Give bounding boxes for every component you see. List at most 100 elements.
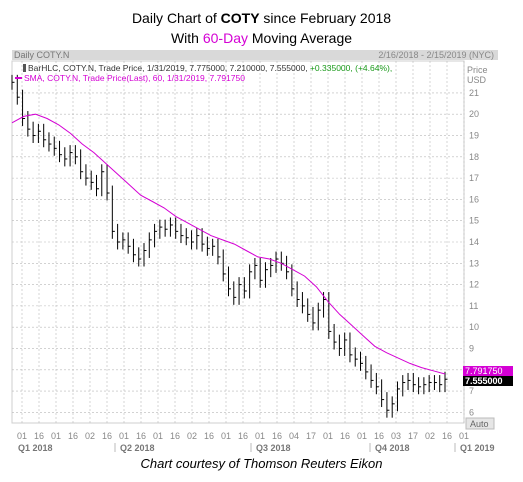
price-bar <box>349 332 353 363</box>
y-tick-label: 11 <box>469 301 478 311</box>
price-bar <box>37 123 41 143</box>
price-bar <box>22 89 26 126</box>
price-bar <box>117 223 121 250</box>
sma-legend-text: SMA, COTY.N, Trade Price(Last), 60, 1/31… <box>24 73 245 83</box>
price-bar <box>396 381 400 412</box>
price-bar <box>59 140 63 163</box>
x-tick-label: 01 <box>357 431 367 441</box>
x-tick-label: 16 <box>204 431 214 441</box>
price-bar <box>212 238 216 256</box>
x-tick-label: 16 <box>102 431 112 441</box>
price-bar <box>365 355 369 380</box>
y-tick-label: 20 <box>469 109 479 119</box>
price-bar <box>360 351 364 371</box>
price-bar <box>185 228 189 246</box>
price-bar <box>301 292 305 314</box>
currency-label: USD <box>467 75 487 85</box>
chart-title-line-2: With 60-Day Moving Average <box>170 30 353 46</box>
price-bar <box>407 372 411 390</box>
price-bar <box>69 145 73 167</box>
quarter-label: Q4 2018 <box>375 443 410 453</box>
price-bar <box>264 262 268 288</box>
price-bar <box>180 223 184 244</box>
price-bar <box>191 230 195 250</box>
x-tick-label: 03 <box>391 431 401 441</box>
price-bar <box>16 74 20 105</box>
price-bar <box>95 174 99 197</box>
price-bar <box>85 164 89 186</box>
price-bar <box>307 298 311 322</box>
chart-header-bar <box>12 50 498 60</box>
price-bar <box>433 375 437 390</box>
y-tick-label: 7 <box>469 386 474 396</box>
price-bar <box>169 217 173 237</box>
x-tick-label: 01 <box>119 431 129 441</box>
price-bar <box>423 377 427 395</box>
price-bar <box>132 238 136 263</box>
price-bar <box>127 232 131 254</box>
x-tick-label: 16 <box>272 431 282 441</box>
price-bar <box>143 243 147 267</box>
price-bar <box>391 396 395 418</box>
price-bar <box>32 121 36 143</box>
price-bar <box>344 332 348 356</box>
instrument-label: Daily COTY.N <box>14 50 69 60</box>
auto-scale-button[interactable]: Auto <box>465 417 495 430</box>
y-tick-label: 9 <box>469 343 474 353</box>
price-bar <box>259 257 263 288</box>
x-tick-label: 01 <box>323 431 333 441</box>
price-bar <box>249 264 253 299</box>
y-tick-label: 18 <box>469 152 479 162</box>
price-bar <box>418 377 422 395</box>
chart-title-line-1: Daily Chart of COTY since February 2018 <box>131 10 392 26</box>
price-bar <box>228 266 231 297</box>
x-tick-label: 16 <box>442 431 452 441</box>
x-axis-ticks: 01 16 01 16 02 16 01 16 01 16 02 16 01 16 01 16 04 17 01 16… <box>17 431 495 453</box>
price-bar <box>412 372 416 393</box>
price-bar <box>381 379 385 408</box>
price-bar <box>444 371 448 393</box>
price-bar <box>74 145 78 165</box>
x-tick-label: 01 <box>17 431 27 441</box>
price-bars <box>11 74 448 418</box>
x-tick-label: 17 <box>408 431 418 441</box>
sma-60-line <box>11 113 446 375</box>
y-tick-label: 6 <box>469 407 474 417</box>
price-bar <box>138 247 142 267</box>
x-tick-label: 16 <box>68 431 78 441</box>
price-bar <box>222 249 226 282</box>
price-bar <box>254 257 258 280</box>
price-bar <box>317 302 321 331</box>
x-tick-label: 16 <box>374 431 384 441</box>
x-tick-label: 16 <box>340 431 350 441</box>
price-bar <box>206 236 210 256</box>
price-bar <box>338 334 342 356</box>
x-tick-label: 02 <box>425 431 435 441</box>
price-bar <box>64 147 68 167</box>
price-bar <box>270 257 274 278</box>
price-bar <box>53 136 57 156</box>
price-bar <box>201 228 205 252</box>
svg-text:7.555000: 7.555000 <box>465 376 503 386</box>
price-bar <box>354 347 358 367</box>
price-axis-label: Price <box>467 65 488 75</box>
y-tick-label: 13 <box>469 258 479 268</box>
price-bar <box>328 292 332 339</box>
last-price-badge: 7.555000 <box>463 376 513 386</box>
price-bar <box>428 375 432 393</box>
quarter-label: Q2 2018 <box>120 443 155 453</box>
bar-legend-text: BarHLC, COTY.N, Trade Price, 1/31/2019, … <box>28 63 392 73</box>
x-tick-label: 16 <box>170 431 180 441</box>
x-tick-label: 01 <box>459 431 469 441</box>
y-tick-label: 14 <box>469 237 479 247</box>
grid-lines <box>12 61 465 423</box>
y-axis-ticks: 6789101112131415161718192021 <box>469 88 479 417</box>
quarter-label: Q1 2018 <box>18 443 53 453</box>
price-bar <box>217 238 221 265</box>
price-bar <box>43 123 47 148</box>
sma-value-badge: 7.791750 <box>463 366 513 376</box>
price-bar <box>386 392 390 418</box>
quarter-label: Q3 2018 <box>256 443 291 453</box>
y-tick-label: 15 <box>469 216 479 226</box>
price-bar <box>439 375 443 393</box>
